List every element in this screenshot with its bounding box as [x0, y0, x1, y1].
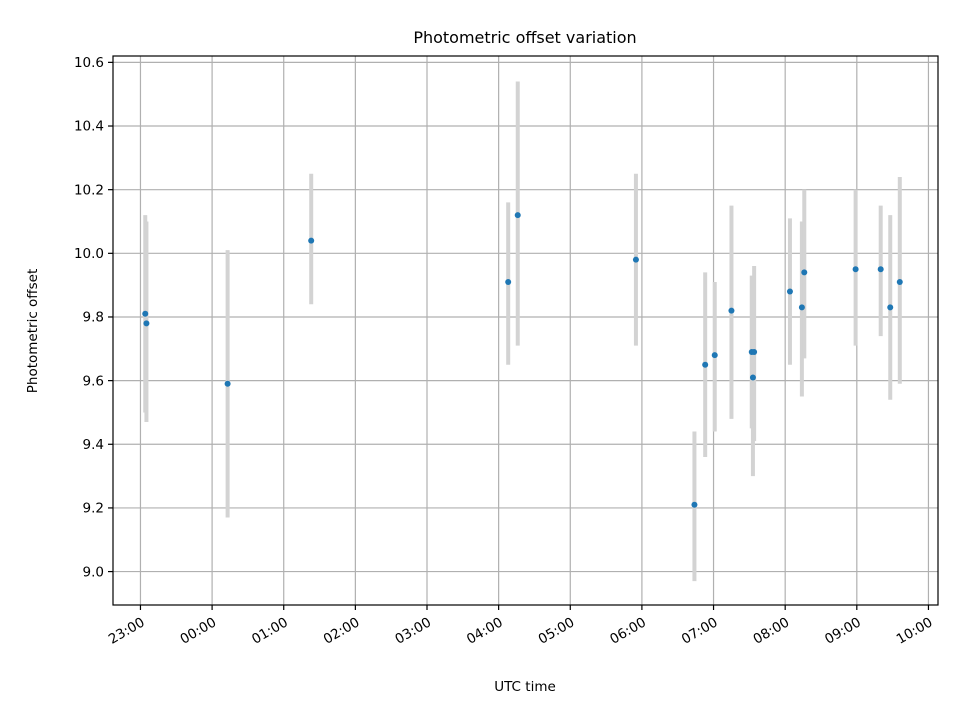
data-point	[224, 380, 231, 387]
data-point	[711, 352, 718, 359]
y-tick-label: 9.4	[83, 437, 104, 453]
data-point	[801, 269, 808, 276]
x-tick-label: 08:00	[751, 614, 793, 647]
chart-title: Photometric offset variation	[413, 28, 636, 47]
y-axis-label: Photometric offset	[25, 269, 41, 393]
y-axis-ticks: 9.0 9.2 9.4 9.6 9.8 10.0 10.2 10.4 10.6	[74, 55, 113, 580]
x-tick-label: 09:00	[822, 614, 864, 647]
data-point	[749, 374, 756, 381]
y-tick-label: 9.8	[83, 310, 104, 326]
data-point	[798, 304, 805, 311]
y-tick-label: 9.2	[83, 501, 104, 517]
data-point	[142, 310, 149, 317]
x-tick-label: 05:00	[536, 614, 578, 647]
data-point	[505, 278, 512, 285]
x-tick-label: 01:00	[249, 614, 291, 647]
data-point	[751, 348, 758, 355]
data-point	[691, 501, 698, 508]
x-tick-label: 10:00	[894, 614, 936, 647]
data-points	[142, 212, 903, 508]
x-tick-label: 00:00	[177, 614, 219, 647]
data-point	[514, 212, 521, 219]
data-point	[702, 361, 709, 368]
data-point	[728, 307, 735, 314]
y-tick-label: 9.6	[83, 373, 104, 389]
data-point	[896, 278, 903, 285]
data-point	[786, 288, 793, 295]
error-bars	[143, 81, 902, 582]
x-tick-label: 03:00	[392, 614, 434, 647]
grid	[113, 56, 938, 605]
x-tick-label: 02:00	[321, 614, 363, 647]
x-tick-label: 06:00	[607, 614, 649, 647]
x-axis-ticks: 23:00 00:00 01:00 02:00 03:00 04:00 05:00 06:00…	[106, 605, 936, 648]
plot-area-frame	[112, 55, 939, 606]
data-point	[877, 266, 884, 273]
data-point	[143, 320, 150, 327]
x-tick-label: 04:00	[464, 614, 506, 647]
y-tick-label: 10.0	[74, 246, 104, 262]
data-point	[852, 266, 859, 273]
y-tick-label: 10.4	[74, 119, 104, 135]
y-tick-label: 9.0	[83, 564, 104, 580]
x-axis-label: UTC time	[494, 679, 556, 695]
data-point	[632, 256, 639, 263]
data-point	[887, 304, 894, 311]
x-tick-label: 23:00	[106, 614, 148, 647]
y-tick-label: 10.2	[74, 182, 104, 198]
x-tick-label: 07:00	[679, 614, 721, 647]
data-point	[308, 237, 315, 244]
y-tick-label: 10.6	[74, 55, 104, 71]
